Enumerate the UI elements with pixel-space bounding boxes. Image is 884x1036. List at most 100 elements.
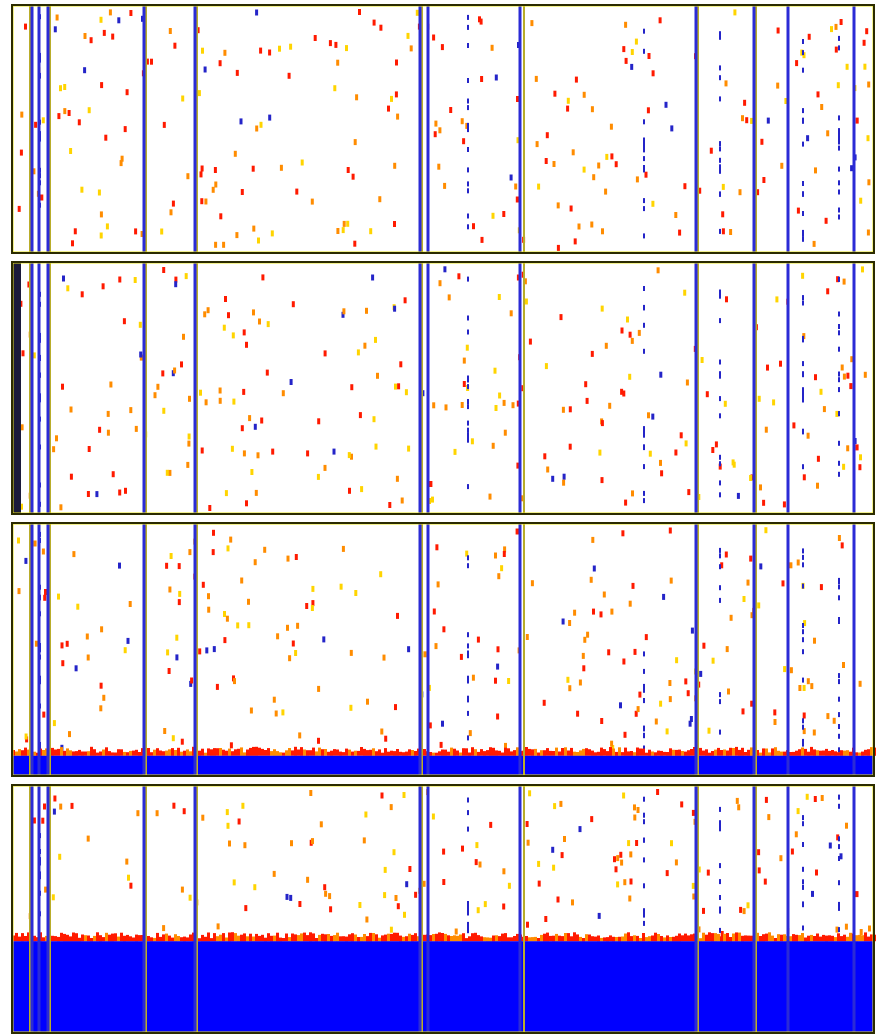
particle [559, 800, 563, 807]
particle [858, 680, 862, 687]
particle [583, 636, 587, 643]
particle [396, 903, 400, 910]
tracer [838, 145, 840, 151]
particle [86, 835, 90, 842]
particle [578, 826, 582, 833]
tracer [643, 146, 645, 152]
particle [584, 381, 588, 388]
particle [592, 174, 596, 181]
particle [523, 278, 527, 285]
particle [178, 590, 182, 597]
particle [276, 633, 280, 640]
tracer [643, 920, 645, 926]
panel-border [11, 4, 875, 254]
particle [348, 487, 351, 494]
particle [268, 114, 272, 121]
particle [288, 655, 292, 662]
particle [688, 720, 692, 727]
particle [812, 729, 816, 736]
tracer [719, 31, 721, 37]
particle [516, 274, 520, 281]
panel-border [11, 784, 875, 1034]
particle [729, 614, 733, 621]
particle [213, 167, 217, 173]
particle [711, 447, 715, 453]
particle [826, 288, 830, 295]
particle [437, 163, 441, 170]
particle [319, 821, 323, 828]
tracer [643, 812, 645, 818]
particle [600, 420, 604, 427]
particle [449, 107, 453, 113]
particle [355, 94, 359, 101]
particle [800, 49, 804, 56]
particle [470, 438, 474, 445]
tracer [719, 547, 721, 553]
panel-background [12, 262, 874, 514]
tracer [467, 427, 469, 433]
tracer [838, 371, 840, 377]
tracer [467, 14, 469, 20]
particle [20, 111, 24, 118]
particle [433, 131, 437, 138]
particle [138, 321, 142, 328]
tracer [643, 464, 645, 470]
particle [465, 550, 469, 557]
particle [117, 17, 121, 24]
tracer [802, 337, 804, 343]
tracer [467, 315, 469, 321]
particle [750, 117, 754, 124]
tracer [838, 471, 840, 477]
particle [729, 229, 733, 235]
particle [435, 544, 439, 551]
particle [802, 685, 806, 691]
particle [24, 557, 28, 564]
particle [294, 650, 298, 656]
particle [773, 719, 777, 725]
particle [568, 406, 572, 413]
particle [323, 464, 327, 471]
particle [333, 85, 337, 92]
particle [868, 925, 871, 932]
particle [759, 563, 763, 570]
particle [274, 710, 278, 717]
particle [698, 187, 702, 194]
particle [480, 76, 484, 82]
particle [569, 205, 573, 212]
particle [511, 402, 515, 409]
tracer [838, 387, 840, 393]
tracer [802, 677, 804, 683]
particle [828, 842, 832, 849]
particle [100, 82, 104, 89]
tracer [467, 384, 469, 390]
particle [255, 9, 259, 16]
particle [472, 223, 475, 230]
particle [735, 797, 739, 804]
particle [393, 162, 397, 169]
particle [651, 413, 655, 420]
particle [57, 593, 60, 600]
tracer [802, 231, 804, 237]
tracer [719, 396, 721, 402]
particle [462, 138, 466, 145]
particle [309, 790, 313, 796]
particle [245, 500, 248, 507]
particle [397, 383, 401, 390]
particle [89, 37, 93, 44]
particle [542, 699, 546, 706]
particle [814, 374, 817, 381]
particle [272, 870, 276, 877]
tracer [467, 555, 469, 561]
particle [99, 682, 103, 689]
particle [218, 60, 222, 67]
particle [207, 606, 211, 613]
particle [259, 47, 263, 54]
particle [822, 406, 826, 413]
tracer [838, 440, 840, 446]
particle [372, 416, 376, 423]
particle [222, 324, 226, 331]
particle [180, 886, 184, 893]
particle [478, 861, 482, 868]
tracer [643, 819, 645, 825]
tracer [802, 300, 804, 306]
